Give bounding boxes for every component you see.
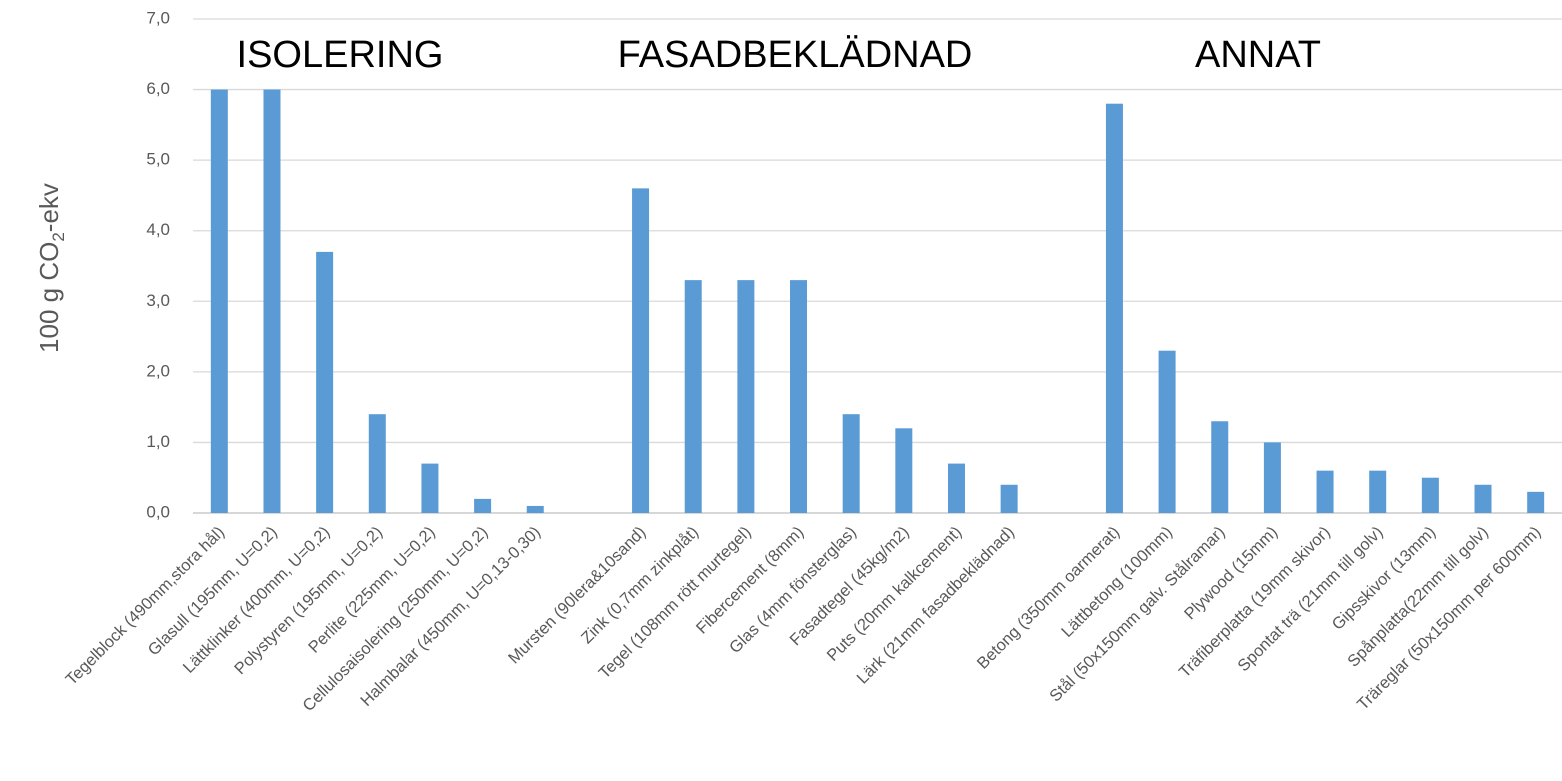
x-tick-label: Cellulosaisolering (250mm, U=0,2) [299,523,491,715]
bar [947,463,965,513]
bar [316,251,334,513]
bar [1421,477,1439,513]
y-label-text: 100 g CO [34,242,64,353]
bar [1527,491,1545,513]
x-tick-label: Plywood (15mm) [1181,523,1281,623]
bar [895,428,913,513]
group-label: ANNAT [1195,34,1321,76]
bar [790,280,808,513]
bar [842,414,860,513]
y-label-sub: 2 [49,232,68,241]
bar [526,505,544,513]
bar [421,463,439,513]
y-tick-label: 0,0 [146,502,170,521]
bar [737,280,755,513]
bar [1263,442,1281,513]
y-tick-label: 6,0 [146,79,170,98]
bar [263,89,281,514]
group-label: FASADBEKLÄDNAD [618,34,973,76]
y-tick-label: 7,0 [146,8,170,27]
y-tick-label: 4,0 [146,220,170,239]
y-tick-label: 3,0 [146,291,170,310]
y-tick-label: 2,0 [146,361,170,380]
y-tick-label: 1,0 [146,432,170,451]
bar [210,89,228,514]
bar [1105,103,1123,513]
bar [1369,470,1387,513]
group-label: ISOLERING [237,34,444,76]
y-label-tail: -ekv [34,183,64,232]
bar [684,280,702,513]
y-tick-label: 5,0 [146,150,170,169]
bar [1316,470,1334,513]
y-axis-label: 100 g CO2-ekv [34,183,68,353]
bar [474,498,492,513]
bar [632,188,650,513]
bar [1158,350,1176,513]
bar [1000,484,1018,513]
bar [1474,484,1492,513]
bar [1211,421,1229,513]
bar [368,414,386,513]
